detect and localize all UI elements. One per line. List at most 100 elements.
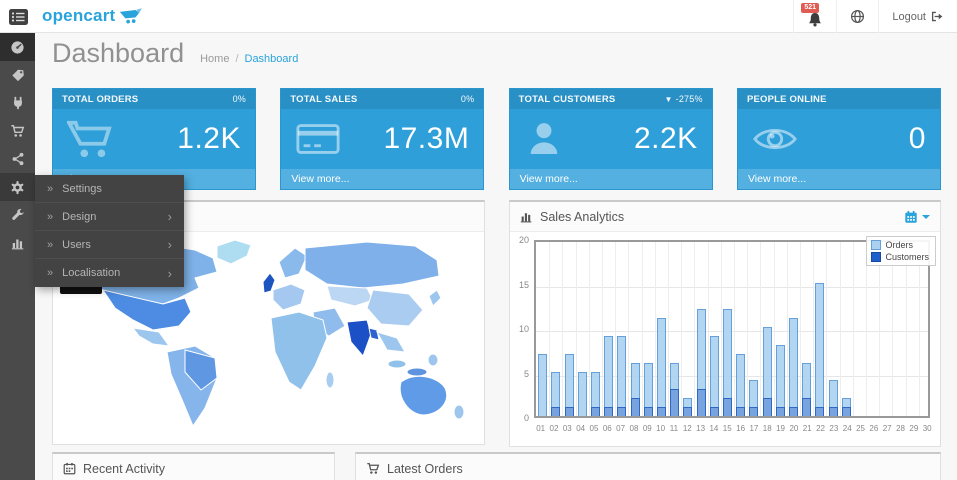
x-axis-label: 07	[616, 424, 626, 433]
orders-bar	[775, 344, 785, 416]
cart-icon	[67, 118, 113, 160]
sidebar-item-catalog[interactable]	[0, 61, 35, 89]
sidebar-item-sales[interactable]	[0, 117, 35, 145]
gridline	[707, 242, 709, 416]
orders-bar	[788, 318, 798, 416]
date-range-button[interactable]	[904, 210, 930, 224]
customers-swatch	[871, 252, 882, 262]
calendar-icon	[63, 462, 76, 475]
x-axis-label: 11	[669, 424, 679, 433]
page-title: Dashboard	[52, 38, 185, 68]
x-axis-label: 17	[749, 424, 759, 433]
sidebar-toggle-button[interactable]	[9, 9, 28, 25]
credit-card-icon	[295, 119, 341, 159]
breadcrumb-home[interactable]: Home	[200, 53, 230, 65]
view-more-link[interactable]: View more...	[509, 169, 712, 189]
customers-bar	[630, 398, 640, 416]
tag-icon	[11, 68, 25, 82]
gear-icon	[10, 180, 25, 195]
sidebar-item-extensions[interactable]	[0, 89, 35, 117]
recent-activity-panel: Recent Activity	[52, 452, 335, 480]
tile-label: TOTAL ORDERS	[62, 93, 139, 105]
chart-plot-area	[534, 240, 930, 418]
tile-percent: 0%	[233, 94, 246, 104]
bar-chart-icon	[11, 236, 25, 250]
orders-bar	[670, 362, 680, 416]
notifications-button[interactable]: 521	[793, 0, 836, 33]
submenu-item-localisation[interactable]: » Localisation ›	[35, 259, 184, 287]
x-axis-label: 08	[629, 424, 639, 433]
view-more-link[interactable]: View more...	[281, 169, 484, 189]
x-axis-label: 30	[922, 424, 932, 433]
plug-icon	[11, 96, 25, 110]
logout-label: Logout	[892, 10, 926, 23]
gridline	[786, 242, 788, 416]
submenu-item-settings[interactable]: » Settings	[35, 175, 184, 203]
y-axis-label: 20	[518, 235, 529, 245]
tile-value: 17.3M	[383, 122, 470, 155]
stores-button[interactable]	[836, 0, 878, 33]
gridline	[892, 242, 894, 416]
tile-percent: 0%	[461, 94, 474, 104]
tile-value: 2.2K	[633, 122, 698, 155]
map-tooltip	[60, 283, 102, 294]
menu-icon	[9, 9, 28, 25]
customers-bar	[696, 389, 706, 416]
x-axis-label: 21	[802, 424, 812, 433]
sidebar-item-system[interactable]	[0, 173, 35, 201]
x-axis-label: 18	[762, 424, 772, 433]
trend-down-icon: ▼	[664, 94, 673, 104]
submenu-item-users[interactable]: » Users ›	[35, 231, 184, 259]
x-axis-label: 03	[562, 424, 572, 433]
customers-bar	[815, 407, 825, 416]
calendar-icon	[905, 210, 917, 223]
chevron-right-icon: ›	[167, 265, 172, 281]
orders-bar	[696, 309, 706, 416]
gridline	[734, 242, 735, 416]
sidebar-item-tools[interactable]	[0, 201, 35, 229]
opencart-logo[interactable]: opencart	[42, 6, 143, 26]
orders-bar	[709, 335, 719, 416]
eye-icon	[752, 122, 798, 156]
orders-bar	[722, 309, 732, 416]
gridline	[641, 242, 643, 416]
gridline	[681, 242, 683, 416]
gridline	[536, 375, 928, 377]
sidebar-item-reports[interactable]	[0, 229, 35, 257]
tile-label: TOTAL CUSTOMERS	[518, 93, 616, 105]
gridline	[826, 242, 828, 416]
x-axis-label: 04	[576, 424, 586, 433]
customers-bar	[802, 398, 812, 416]
x-axis-label: 16	[736, 424, 746, 433]
customers-bar	[736, 407, 746, 416]
sales-analytics-chart[interactable]: 01 02 03 04 05 06 07 08 09 10 11 12 13 14 15 16 17 18 19 20…	[510, 232, 940, 447]
submenu-item-label: Design	[62, 210, 97, 223]
chevron-right-icon: ›	[167, 209, 172, 224]
orders-bar	[564, 353, 574, 416]
orders-bar	[736, 353, 746, 416]
gridline	[628, 242, 630, 416]
view-more-link[interactable]: View more...	[737, 169, 940, 189]
gridline	[905, 242, 907, 416]
tile-total-sales: TOTAL SALES 0% 17.3M View more...	[280, 88, 485, 190]
gridline	[694, 242, 696, 416]
sales-analytics-title: Sales Analytics	[540, 209, 625, 224]
x-axis-label: 06	[602, 424, 612, 433]
orders-bar	[815, 282, 825, 416]
breadcrumb-current[interactable]: Dashboard	[244, 53, 299, 65]
gridline	[879, 242, 881, 416]
orders-bar	[683, 398, 693, 416]
sidebar-item-marketing[interactable]	[0, 145, 35, 173]
gridline	[800, 242, 801, 416]
submenu-item-design[interactable]: » Design ›	[35, 203, 184, 231]
orders-bar	[828, 380, 838, 416]
legend-customers-label: Customers	[885, 252, 929, 262]
gridline	[536, 286, 928, 288]
x-axis-label: 10	[656, 424, 666, 433]
page-titlebar: Dashboard Home / Dashboard	[52, 38, 298, 69]
logout-button[interactable]: Logout	[878, 0, 957, 33]
tile-percent-value: -275%	[675, 94, 703, 104]
logout-icon	[931, 11, 943, 22]
sidebar-item-dashboard[interactable]	[0, 33, 35, 61]
x-axis-label: 29	[909, 424, 919, 433]
